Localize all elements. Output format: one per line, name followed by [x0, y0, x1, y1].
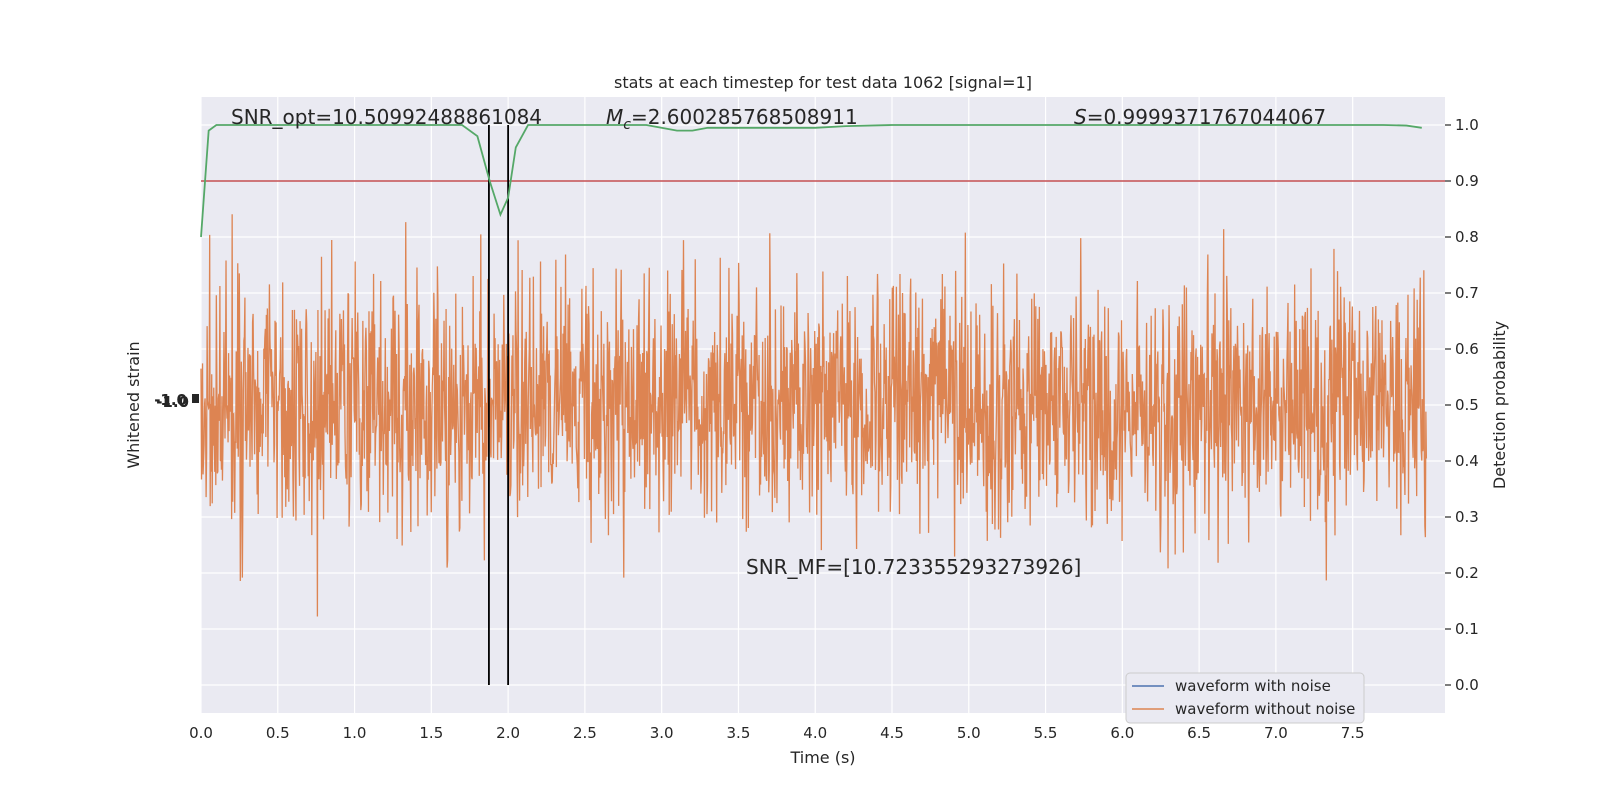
right-y-axis-label: Detection probability: [1490, 321, 1509, 489]
clean-waveform-line: [200, 214, 1428, 617]
legend-box: [1125, 672, 1365, 724]
y-tick-label: 0.7: [1455, 284, 1479, 302]
chart-title: stats at each timestep for test data 106…: [614, 73, 1032, 92]
y-tick-label: 0.2: [1455, 564, 1479, 582]
y-tick-label: 0.9: [1455, 172, 1479, 190]
x-tick-label: 2.5: [573, 724, 597, 742]
chirp-mass-value: =2.600285768508911: [631, 105, 858, 129]
x-tick-label: 4.5: [880, 724, 904, 742]
x-tick-label: 1.0: [343, 724, 367, 742]
x-tick-label: 3.0: [650, 724, 674, 742]
y-tick-label: 0.1: [1455, 620, 1479, 638]
x-tick-label: 5.0: [957, 724, 981, 742]
x-tick-label: 7.5: [1341, 724, 1365, 742]
x-tick-label: 0.0: [189, 724, 213, 742]
legend-label-noise: waveform with noise: [1175, 677, 1331, 695]
y-tick-label: 0.4: [1455, 452, 1479, 470]
annotation-chirp-mass: Mc=2.600285768508911: [606, 105, 858, 133]
left-y-tick-cluster: -1.0 -1.0: [154, 391, 199, 411]
chirp-mass-subscript: c: [623, 117, 631, 133]
x-tick-label: 1.5: [419, 724, 443, 742]
detection-probability-line: [200, 124, 1422, 238]
x-tick-label: 0.5: [266, 724, 290, 742]
y-tick-label: 0.8: [1455, 228, 1479, 246]
annotation-overlap: S=0.9999371767044067: [1074, 105, 1326, 129]
left-y-tick-label: -1.0: [156, 393, 189, 411]
y-tick-label: 0.6: [1455, 340, 1479, 358]
x-axis: 0.0 0.5 1.0 1.5 2.0 2.5 3.0 3.5 4.0 4.5 5.0 5.5 6.0 6…: [189, 724, 1365, 742]
left-y-tick-mark: [192, 394, 199, 403]
x-tick-label: 6.0: [1110, 724, 1134, 742]
y-tick-label: 0.0: [1455, 676, 1479, 694]
overlay: [200, 124, 1445, 685]
signal-trace: [200, 214, 1428, 617]
overlap-symbol: S: [1074, 105, 1087, 129]
x-tick-label: 7.0: [1264, 724, 1288, 742]
x-tick-label: 5.5: [1034, 724, 1058, 742]
legend: waveform with noise waveform without noi…: [1125, 672, 1365, 724]
y-tick-label: 0.5: [1455, 396, 1479, 414]
x-tick-label: 3.5: [727, 724, 751, 742]
chirp-mass-symbol: M: [606, 105, 623, 129]
annotation-snr-mf: SNR_MF=[10.723355293273926]: [746, 555, 1081, 579]
left-y-tick-label: -1.0: [154, 391, 187, 409]
x-tick-label: 2.0: [496, 724, 520, 742]
annotation-snr-opt: SNR_opt=10.50992488861084: [231, 105, 542, 129]
x-axis-label: Time (s): [789, 748, 855, 767]
x-tick-label: 6.5: [1187, 724, 1211, 742]
overlap-value: =0.9999371767044067: [1087, 105, 1326, 129]
x-tick-label: 4.0: [803, 724, 827, 742]
legend-label-clean: waveform without noise: [1175, 700, 1355, 718]
right-y-axis: 0.0 0.1 0.2 0.3 0.4 0.5 0.6 0.7 0.8 0.9 1.0: [1445, 116, 1479, 694]
left-y-axis-label: Whitened strain: [124, 341, 143, 468]
y-tick-label: 0.3: [1455, 508, 1479, 526]
y-tick-label: 1.0: [1455, 116, 1479, 134]
